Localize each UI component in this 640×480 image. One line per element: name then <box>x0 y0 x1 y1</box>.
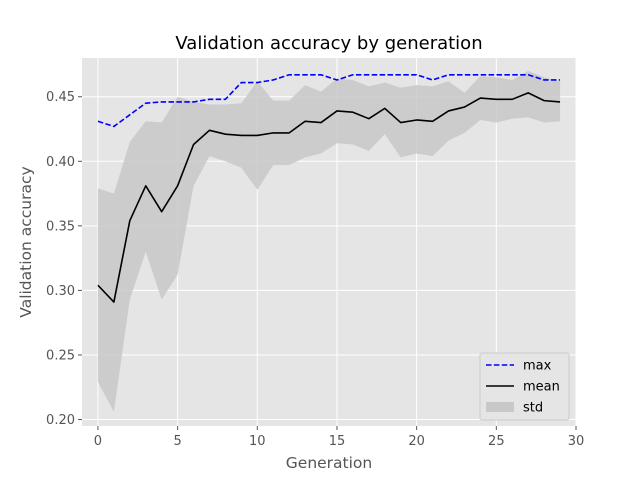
x-ticks: 0 5 10 15 20 25 30 <box>94 426 584 449</box>
legend: max mean std <box>479 352 570 421</box>
y-axis-title: Validation accuracy <box>17 166 35 317</box>
x-tick-label: 5 <box>173 434 181 449</box>
legend-std-swatch <box>486 402 514 412</box>
series-lines <box>97 73 561 303</box>
x-tick-label: 30 <box>568 434 585 449</box>
x-tick-label: 15 <box>329 434 346 449</box>
x-tick-label: 0 <box>94 434 102 449</box>
y-tick-label: 0.20 <box>46 413 75 428</box>
max-series-line <box>97 73 561 128</box>
x-tick-label: 25 <box>488 434 505 449</box>
std-band <box>97 70 561 412</box>
mean-series-line <box>97 92 561 303</box>
y-tick-label: 0.35 <box>46 219 75 234</box>
chart-title: Validation accuracy by generation <box>175 33 482 54</box>
y-tick-label: 0.25 <box>46 348 75 363</box>
std-band-group <box>97 70 561 412</box>
y-tick-label: 0.30 <box>46 284 75 299</box>
y-tick-label: 0.40 <box>46 155 75 170</box>
x-axis-title: Generation <box>286 454 372 472</box>
legend-std-label: std <box>523 401 543 416</box>
legend-max-label: max <box>523 359 552 374</box>
y-ticks: 0.20 0.25 0.30 0.35 0.40 0.45 <box>46 90 82 428</box>
x-tick-label: 20 <box>408 434 425 449</box>
y-tick-label: 0.45 <box>46 90 75 105</box>
legend-mean-label: mean <box>523 380 560 395</box>
x-tick-label: 10 <box>249 434 266 449</box>
